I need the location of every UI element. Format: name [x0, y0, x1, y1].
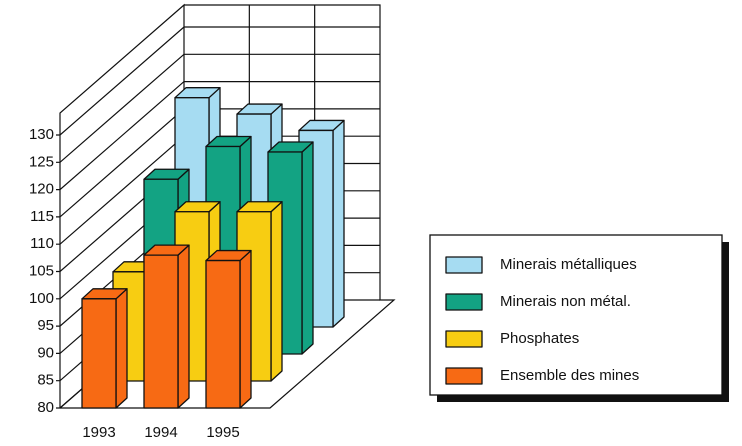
legend-label: Ensemble des mines [500, 367, 639, 384]
legend-swatch [445, 367, 483, 385]
y-tick-label: 110 [30, 235, 54, 252]
y-tick-label: 115 [30, 208, 54, 225]
bar [81, 298, 117, 409]
x-tick-label: 1993 [82, 424, 115, 441]
y-tick-label: 120 [29, 181, 54, 198]
bar [205, 259, 241, 409]
x-tick-label: 1994 [144, 424, 177, 441]
y-tick-label: 130 [29, 126, 54, 143]
legend-swatch [445, 330, 483, 348]
y-tick-label: 100 [29, 290, 54, 307]
bar-side [239, 249, 252, 409]
bar-side [115, 288, 128, 409]
y-tick-label: 95 [37, 317, 54, 334]
y-tick-label: 105 [29, 262, 54, 279]
legend-label: Phosphates [500, 330, 579, 347]
grid-line [56, 26, 380, 136]
bars [81, 87, 345, 409]
y-tick-label: 80 [37, 399, 54, 416]
legend-swatch [445, 256, 483, 274]
bar-side [177, 244, 190, 409]
y-tick-label: 85 [37, 372, 54, 389]
bar-side [270, 201, 283, 382]
x-tick-label: 1995 [206, 424, 239, 441]
legend: Minerais métalliques Minerais non métal. P… [445, 256, 639, 385]
y-tick-label: 90 [37, 344, 54, 361]
legend-swatch [445, 293, 483, 311]
grid-line [56, 53, 380, 163]
legend-label: Minerais non métal. [500, 293, 631, 310]
bar-side [301, 141, 314, 355]
bar [143, 254, 179, 409]
bar-side [332, 119, 345, 328]
y-tick-label: 125 [29, 153, 54, 170]
grid-line [56, 80, 380, 191]
legend-label: Minerais métalliques [500, 256, 637, 273]
